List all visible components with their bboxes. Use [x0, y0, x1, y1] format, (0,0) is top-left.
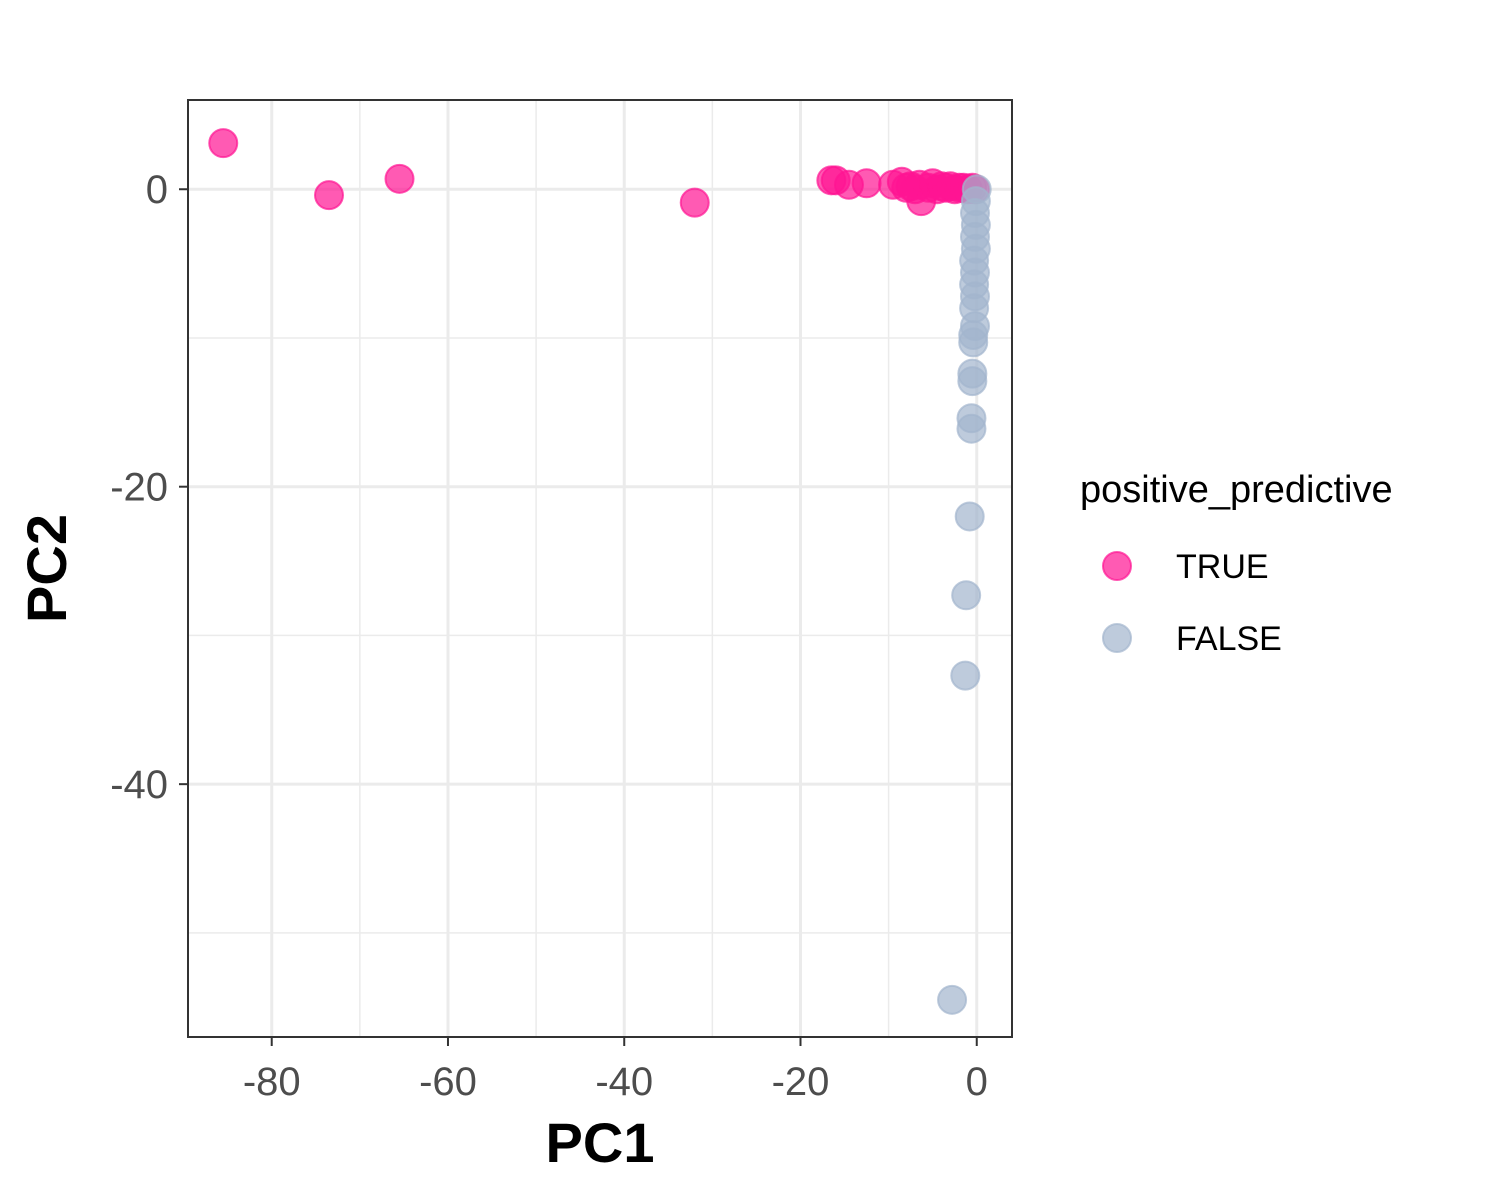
points-layer — [208, 128, 992, 1015]
data-point-false — [956, 413, 987, 444]
data-point-false — [958, 327, 989, 358]
data-point-true — [891, 172, 922, 203]
data-point-true — [314, 180, 345, 211]
data-point-false — [951, 580, 982, 611]
data-point-false — [937, 984, 968, 1015]
y-tick-label: 0 — [146, 168, 168, 212]
grid-layer — [188, 100, 1012, 1037]
y-axis-title: PC2 — [15, 514, 78, 623]
legend-label-true: TRUE — [1176, 548, 1269, 586]
x-tick-label: -20 — [772, 1060, 830, 1104]
data-point-true — [679, 187, 710, 218]
data-point-true — [384, 163, 415, 194]
legend: positive_predictive TRUE FALSE — [1080, 469, 1393, 658]
data-point-false — [957, 366, 988, 397]
legend-title: positive_predictive — [1080, 469, 1393, 511]
data-point-true — [208, 128, 239, 159]
x-tick-label: -80 — [243, 1060, 301, 1104]
data-point-false — [950, 660, 981, 691]
legend-key-true — [1102, 551, 1132, 581]
x-tick-label: 0 — [966, 1060, 988, 1104]
legend-label-false: FALSE — [1176, 620, 1282, 658]
x-axis-title: PC1 — [546, 1111, 655, 1174]
legend-key-false — [1102, 623, 1132, 653]
y-tick-label: -20 — [110, 466, 168, 510]
panel-border — [187, 99, 1013, 1038]
data-point-true — [851, 168, 882, 199]
y-tick-label: -40 — [110, 763, 168, 807]
x-tick-label: -60 — [419, 1060, 477, 1104]
x-tick-label: -40 — [595, 1060, 653, 1104]
axis-layer: -80 -60 -40 -20 0 0 -20 -40 — [110, 168, 988, 1104]
data-point-false — [954, 501, 985, 532]
